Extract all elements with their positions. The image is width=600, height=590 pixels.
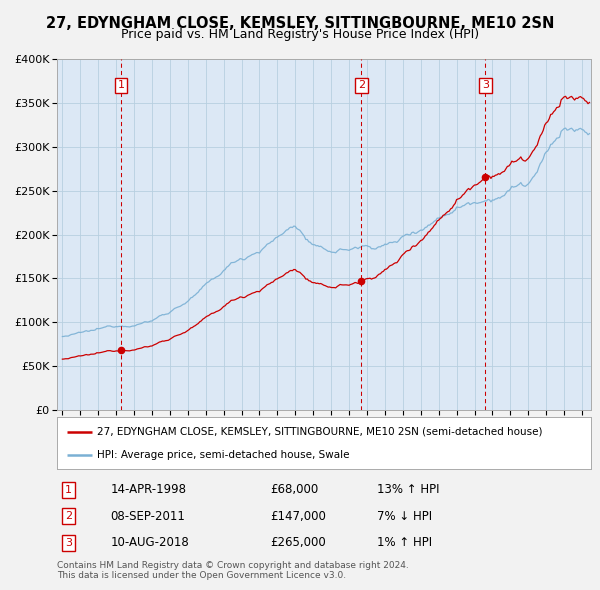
Text: HPI: Average price, semi-detached house, Swale: HPI: Average price, semi-detached house,… [97,450,350,460]
Text: Price paid vs. HM Land Registry's House Price Index (HPI): Price paid vs. HM Land Registry's House … [121,28,479,41]
Text: 1: 1 [65,485,72,495]
Text: £147,000: £147,000 [271,510,326,523]
Text: £68,000: £68,000 [271,483,319,496]
Text: 7% ↓ HPI: 7% ↓ HPI [377,510,433,523]
Text: 27, EDYNGHAM CLOSE, KEMSLEY, SITTINGBOURNE, ME10 2SN: 27, EDYNGHAM CLOSE, KEMSLEY, SITTINGBOUR… [46,16,554,31]
Text: 14-APR-1998: 14-APR-1998 [110,483,187,496]
Text: 08-SEP-2011: 08-SEP-2011 [110,510,185,523]
Text: £265,000: £265,000 [271,536,326,549]
Text: 1: 1 [118,80,125,90]
Text: 3: 3 [65,537,72,548]
Text: 13% ↑ HPI: 13% ↑ HPI [377,483,440,496]
Text: 27, EDYNGHAM CLOSE, KEMSLEY, SITTINGBOURNE, ME10 2SN (semi-detached house): 27, EDYNGHAM CLOSE, KEMSLEY, SITTINGBOUR… [97,427,542,437]
Text: 2: 2 [358,80,365,90]
Text: Contains HM Land Registry data © Crown copyright and database right 2024.
This d: Contains HM Land Registry data © Crown c… [57,560,409,580]
Text: 2: 2 [65,512,73,521]
Text: 1% ↑ HPI: 1% ↑ HPI [377,536,433,549]
Text: 10-AUG-2018: 10-AUG-2018 [110,536,189,549]
Text: 3: 3 [482,80,489,90]
